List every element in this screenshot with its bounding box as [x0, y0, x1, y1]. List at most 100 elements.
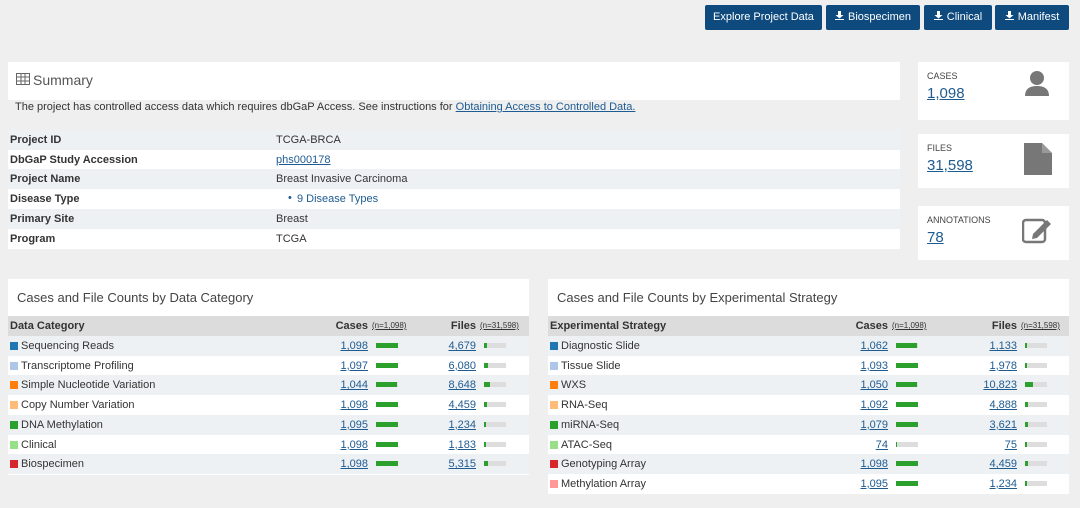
field-value: Breast	[276, 212, 308, 225]
files-bar-track	[1025, 480, 1047, 486]
button-label: Clinical	[946, 11, 983, 23]
files-bar	[484, 441, 486, 447]
files-bar-track	[484, 402, 506, 408]
cases-count[interactable]: 1,050	[860, 379, 888, 392]
files-count[interactable]: 4,459	[989, 458, 1017, 471]
table-panel: Cases and File Counts by Data Category Da…	[8, 279, 529, 475]
stat-card: ANNOTATIONS 78	[918, 206, 1069, 260]
button[interactable]: Biospecimen	[826, 5, 920, 30]
files-count[interactable]: 5,315	[448, 458, 476, 471]
cases-bar	[896, 461, 918, 467]
cases-bar-track	[376, 362, 398, 368]
cases-count[interactable]: 1,098	[340, 438, 368, 451]
field-label: Project ID	[10, 134, 62, 146]
color-swatch	[10, 401, 18, 410]
row-name: Clinical	[21, 438, 57, 451]
card-value[interactable]: 78	[927, 229, 944, 246]
files-bar-track	[1025, 421, 1047, 427]
row-name: Biospecimen	[21, 458, 84, 471]
download-icon	[933, 11, 943, 23]
card-value[interactable]: 1,098	[927, 85, 965, 102]
row-name: Sequencing Reads	[21, 340, 114, 352]
files-count[interactable]: 1,133	[989, 340, 1017, 352]
files-count[interactable]: 1,183	[448, 438, 476, 451]
cases-count[interactable]: 1,095	[860, 477, 888, 490]
files-bar-track	[484, 421, 506, 427]
files-count[interactable]: 8,648	[448, 379, 476, 392]
field-label: Primary Site	[10, 212, 75, 225]
card-label: CASES	[927, 71, 958, 81]
button[interactable]: Manifest	[995, 5, 1069, 30]
files-bar-track	[1025, 402, 1047, 408]
field-value[interactable]: phs000178	[276, 153, 331, 166]
card-value[interactable]: 31,598	[927, 157, 973, 174]
row-name: DNA Methylation	[21, 418, 103, 431]
cases-count[interactable]: 1,092	[860, 399, 888, 412]
header-name: Data Category	[10, 320, 85, 332]
files-bar	[1025, 362, 1027, 368]
color-swatch	[10, 361, 18, 370]
button[interactable]: Explore Project Data	[705, 5, 822, 30]
summary-row: DbGaP Study Accession phs000178	[8, 149, 900, 170]
files-count[interactable]: 1,978	[989, 359, 1017, 372]
files-count[interactable]: 1,234	[989, 477, 1017, 490]
files-count[interactable]: 4,459	[448, 399, 476, 412]
header-files: Files	[991, 320, 1017, 332]
cases-bar	[896, 421, 918, 427]
files-bar	[1025, 480, 1027, 486]
table-row: Copy Number Variation 1,098 4,459	[8, 395, 529, 416]
button[interactable]: Clinical	[924, 5, 992, 30]
table-row: Clinical 1,098 1,183	[8, 434, 529, 455]
summary-title: Summary	[33, 72, 93, 88]
table-row: Genotyping Array 1,098 4,459	[548, 454, 1069, 475]
cases-count[interactable]: 1,095	[340, 418, 368, 431]
header-name: Experimental Strategy	[550, 320, 667, 332]
files-bar	[1025, 382, 1033, 388]
cases-bar	[376, 382, 397, 388]
cases-count[interactable]: 1,097	[340, 359, 368, 372]
files-bar	[1025, 441, 1027, 447]
files-count[interactable]: 4,888	[989, 399, 1017, 412]
files-count[interactable]: 6,080	[448, 359, 476, 372]
files-bar-track	[1025, 343, 1047, 348]
cases-count[interactable]: 1,098	[340, 458, 368, 471]
files-count[interactable]: 75	[1004, 438, 1017, 451]
row-name: WXS	[561, 379, 587, 392]
files-count[interactable]: 10,823	[983, 379, 1017, 392]
row-name: Transcriptome Profiling	[21, 359, 134, 372]
row-name: Tissue Slide	[561, 359, 621, 372]
field-label: Program	[10, 232, 56, 245]
color-swatch	[550, 342, 558, 350]
files-count[interactable]: 4,679	[448, 340, 476, 352]
header-files-total: (n=31,598)	[1021, 321, 1060, 330]
cases-bar-track	[376, 421, 398, 427]
files-count[interactable]: 1,234	[448, 418, 476, 431]
cases-count[interactable]: 1,098	[860, 458, 888, 471]
color-swatch	[10, 342, 18, 350]
button-label: Explore Project Data	[713, 11, 814, 23]
cases-count[interactable]: 1,098	[340, 340, 368, 352]
field-value: TCGA	[276, 232, 307, 245]
table-row: WXS 1,050 10,823	[548, 375, 1069, 396]
row-name: Copy Number Variation	[21, 399, 135, 412]
cases-count[interactable]: 1,093	[860, 359, 888, 372]
notice-link[interactable]: Obtaining Access to Controlled Data.	[455, 101, 636, 113]
files-bar	[1025, 421, 1028, 427]
summary-row: Program TCGA	[8, 228, 900, 249]
files-bar	[484, 402, 488, 408]
field-value: Breast Invasive Carcinoma	[276, 173, 408, 186]
cases-count[interactable]: 74	[875, 438, 888, 451]
cases-count[interactable]: 1,062	[860, 340, 888, 352]
files-count[interactable]: 3,621	[989, 418, 1017, 431]
cases-count[interactable]: 1,044	[340, 379, 368, 392]
cases-count[interactable]: 1,098	[340, 399, 368, 412]
cases-count[interactable]: 1,079	[860, 418, 888, 431]
summary-row: Project Name Breast Invasive Carcinoma	[8, 169, 900, 190]
cases-bar	[896, 343, 918, 348]
card-icon	[1024, 143, 1056, 180]
card-label: FILES	[927, 143, 953, 153]
header-files-total: (n=31,598)	[480, 321, 519, 330]
files-bar	[1025, 461, 1029, 467]
table-row: Tissue Slide 1,093 1,978	[548, 355, 1069, 376]
